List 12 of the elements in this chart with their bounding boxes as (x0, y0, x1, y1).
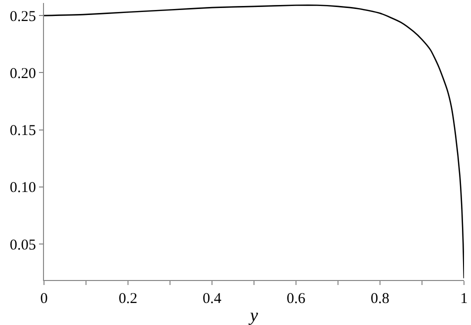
y-tick-label: 0.15 (10, 123, 36, 140)
y-tick-label: 0.05 (10, 237, 36, 254)
y-tick-label: 0.10 (10, 180, 36, 196)
x-tick-label: 0.8 (370, 291, 390, 307)
x-axis-title: y (248, 305, 258, 325)
x-tick-label: 1 (460, 291, 468, 307)
x-tick-label: 0 (40, 291, 48, 307)
y-tick-label: 0.25 (10, 8, 36, 25)
x-tick-label: 0.4 (202, 291, 222, 307)
x-tick-label: 0.6 (286, 291, 306, 307)
x-tick-label: 0.2 (118, 291, 138, 307)
y-tick-label: 0.20 (10, 66, 36, 82)
